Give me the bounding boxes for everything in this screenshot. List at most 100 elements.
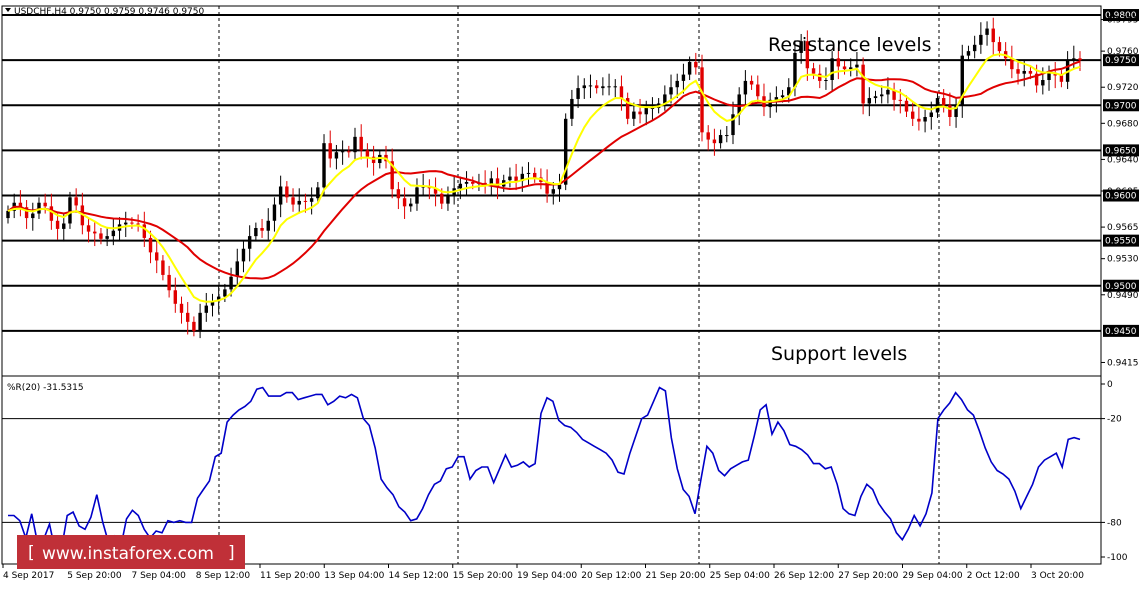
candle-body-29 [185,312,190,322]
candle-body-83 [520,173,525,182]
candle-body-20 [130,222,134,224]
time-label-12: 26 Sep 12:00 [774,571,834,581]
candle-body-124 [774,97,779,100]
candle-body-162 [1010,58,1014,70]
candle-body-120 [749,80,754,85]
candle-body-123 [768,99,772,108]
candle-body-129 [805,41,810,69]
time-label-15: 2 Oct 12:00 [967,571,1020,581]
candle-body-49 [309,198,314,202]
price-tick-label-15: 0.9490 [1107,291,1139,301]
candle-body-82 [514,176,518,182]
candle-body-144 [898,99,903,101]
candle-body-159 [991,28,995,43]
candle-body-30 [192,321,196,331]
price-box-5 [1103,99,1139,112]
candle-body-139 [867,98,872,104]
candle-body-165 [1028,70,1033,74]
candle-body-41 [260,228,264,231]
price-box-14 [1103,279,1139,292]
candle-body-168 [1047,72,1051,80]
candle-body-151 [941,98,946,106]
candle-body-117 [731,114,735,136]
candle-body-101 [632,111,636,119]
candle-body-113 [706,132,710,140]
candle-body-17 [111,230,116,237]
price-box-label-14: 0.9500 [1105,282,1137,292]
wpr-tick-label-2: -80 [1107,518,1122,528]
candle-body-23 [148,237,153,253]
candle-body-140 [873,96,878,99]
candle-body-53 [334,152,339,159]
candle-body-153 [954,105,958,117]
candle-body-13 [86,225,91,232]
candle-body-48 [303,200,308,202]
price-tick-label-2: 0.9760 [1107,47,1139,57]
candle-body-11 [74,197,78,206]
level-lines [2,14,1101,332]
candle-body-3 [24,207,29,219]
time-label-1: 5 Sep 20:00 [67,571,122,581]
candle-body-47 [297,200,301,205]
time-label-10: 21 Sep 20:00 [646,571,706,581]
moving-averages [7,53,1081,303]
candle-body-170 [1059,75,1064,82]
candle-body-19 [124,222,128,225]
candle-body-90 [563,118,568,185]
candle-body-75 [471,181,475,184]
candle-body-89 [557,184,562,190]
dropdown-triangle-icon[interactable] [5,8,11,12]
candle-body-97 [607,86,611,88]
candle-body-16 [105,236,109,239]
candle-body-116 [725,135,729,137]
price-box-label-0: 0.9800 [1105,11,1137,21]
candle-body-125 [780,95,785,98]
time-label-3: 8 Sep 12:00 [196,571,251,581]
time-label-7: 15 Sep 20:00 [453,571,513,581]
indicator-header: %R(20) -31.5315 [7,383,84,393]
candle-body-7 [49,206,54,221]
candle-body-145 [904,100,909,112]
candle-body-91 [570,98,574,119]
candle-body-100 [625,98,630,119]
indicator-panel-frame [1,375,1102,565]
candle-body-60 [378,154,382,164]
candle-body-21 [136,223,140,225]
candle-body-65 [409,203,413,207]
candle-body-172 [1072,58,1076,61]
candle-body-43 [272,204,277,221]
candle-body-126 [787,87,791,96]
time-label-11: 25 Sep 04:00 [710,571,770,581]
candle-body-6 [43,202,47,207]
candle-body-4 [31,213,35,219]
candle-body-136 [849,67,853,70]
svg-text:]: ] [228,543,235,563]
time-label-2: 7 Sep 04:00 [132,571,187,581]
candle-body-99 [619,86,624,99]
candle-body-103 [644,107,648,115]
candle-body-95 [594,85,599,89]
candle-body-92 [576,88,580,99]
candle-body-70 [440,193,444,204]
candle-body-98 [613,86,617,88]
williams-r-layer [2,386,1101,553]
candle-body-58 [365,150,370,157]
candle-body-62 [390,161,394,190]
candle-body-10 [68,197,72,224]
candle-body-56 [353,136,357,153]
wpr-tick-label-0: 0 [1107,380,1113,390]
candle-body-127 [793,52,797,88]
candle-body-34 [216,296,221,302]
time-axis: 4 Sep 2017 5 Sep 20:00 7 Sep 04:00 8 Sep 12… [2,564,1084,581]
price-box-0 [1103,9,1139,22]
candle-body-87 [545,181,549,194]
candle-body-154 [960,55,964,106]
candle-body-14 [93,231,97,234]
candle-body-131 [818,73,822,81]
candle-body-134 [836,58,841,67]
candle-body-93 [582,85,586,89]
candle-body-15 [99,233,103,239]
candle-body-163 [1016,69,1020,74]
candle-body-164 [1022,70,1026,74]
